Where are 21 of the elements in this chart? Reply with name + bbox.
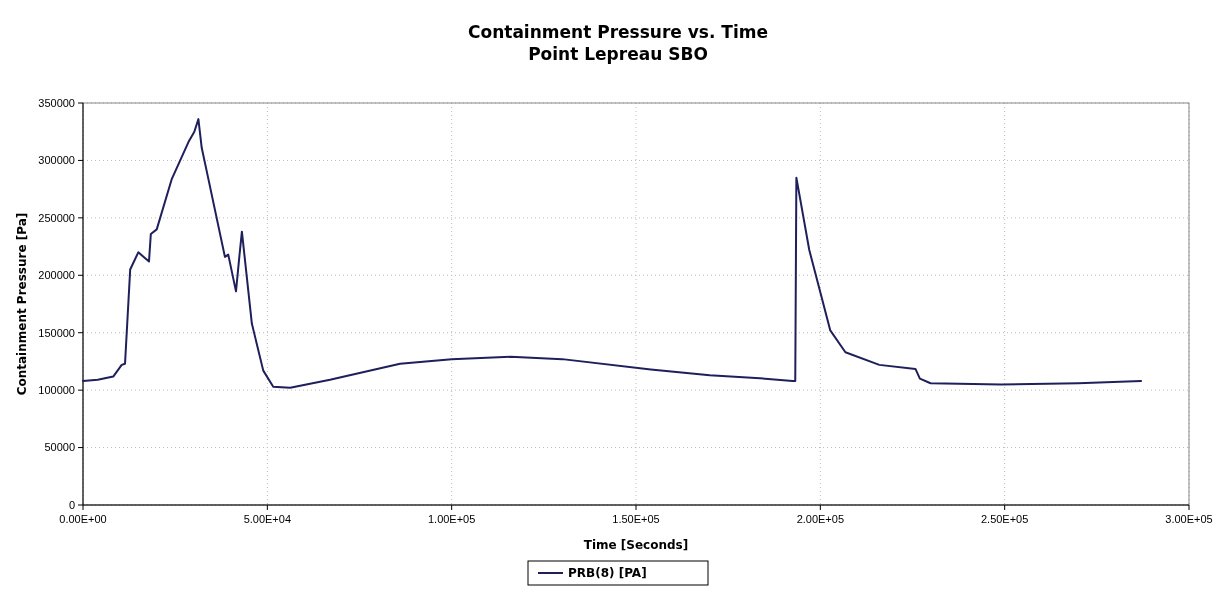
y-tick-label: 50000 bbox=[44, 441, 75, 454]
chart-subtitle: Point Lepreau SBO bbox=[528, 44, 708, 64]
y-tick-label: 200000 bbox=[38, 269, 75, 282]
x-tick-label: 2.00E+05 bbox=[796, 513, 845, 525]
y-tick-label: 100000 bbox=[38, 383, 75, 396]
x-tick-label: 3.00E+05 bbox=[1165, 513, 1213, 525]
y-tick-label: 150000 bbox=[38, 326, 75, 339]
line-series bbox=[82, 118, 1143, 389]
y-axis-title: Containment Pressure [Pa] bbox=[15, 212, 29, 396]
legend-label: PRB(8) [PA] bbox=[568, 566, 647, 581]
x-axis-title: Time [Seconds] bbox=[583, 538, 689, 552]
y-tick-label: 250000 bbox=[38, 211, 75, 224]
y-tick-label: 0 bbox=[68, 498, 75, 511]
x-tick-label: 2.50E+05 bbox=[980, 513, 1029, 525]
x-tick-label: 1.00E+05 bbox=[427, 513, 476, 525]
x-tick-label: 0.00E+00 bbox=[59, 513, 107, 525]
x-tick-label: 5.00E+04 bbox=[243, 513, 292, 525]
y-tick-label: 300000 bbox=[38, 154, 75, 167]
y-tick-label: 350000 bbox=[38, 96, 75, 109]
x-tick-label: 1.50E+05 bbox=[612, 513, 660, 525]
chart-title: Containment Pressure vs. Time bbox=[468, 22, 768, 42]
